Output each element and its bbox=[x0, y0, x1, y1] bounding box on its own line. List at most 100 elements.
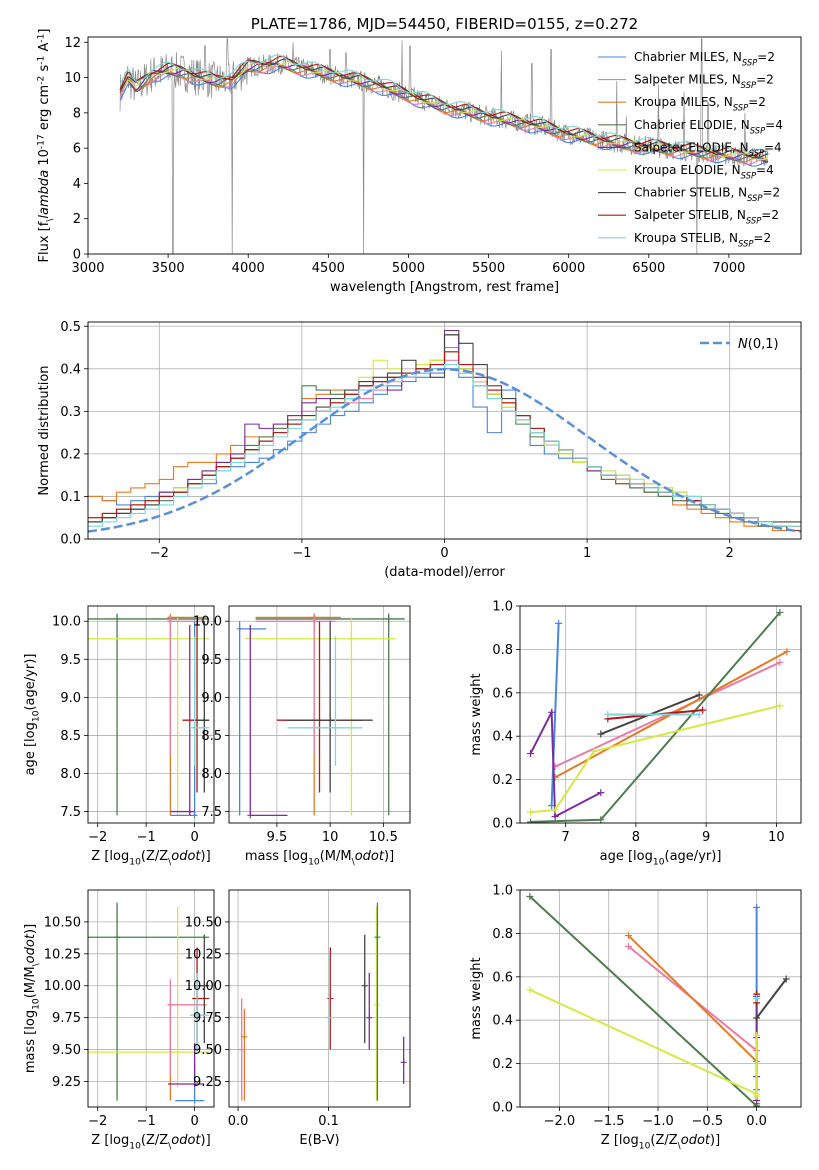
errorbar-2 bbox=[327, 947, 334, 1050]
y-tick-label: 0.1 bbox=[60, 490, 81, 505]
errorbar-1 bbox=[88, 906, 210, 1088]
y-tick-label: 0.5 bbox=[60, 320, 81, 335]
series-point bbox=[783, 648, 791, 656]
errorbar-5 bbox=[247, 625, 288, 819]
x-tick-label: 8 bbox=[632, 830, 640, 845]
errorbar-6 bbox=[373, 906, 380, 1101]
errorbar-5 bbox=[167, 1043, 205, 1088]
data-point bbox=[174, 635, 181, 642]
legend-entry: Kroupa ELODIE, NSSP=4 bbox=[634, 163, 774, 181]
y-tick-label: 0.2 bbox=[60, 447, 81, 462]
y-tick-label: 0.2 bbox=[492, 773, 513, 788]
axes-frame bbox=[519, 605, 802, 824]
axes-frame bbox=[228, 889, 411, 1108]
x-tick-label: −2 bbox=[88, 830, 107, 845]
x-tick-label: 10.5 bbox=[369, 830, 398, 845]
errorbar-2 bbox=[255, 613, 341, 816]
y-tick-label: 0 bbox=[73, 248, 81, 263]
series-point bbox=[753, 995, 761, 1002]
y-tick-label: 10.25 bbox=[44, 947, 81, 962]
data-point bbox=[167, 1001, 174, 1008]
series-point bbox=[753, 1092, 761, 1100]
y-tick-label: 7.5 bbox=[60, 805, 81, 820]
errorbar-2 bbox=[167, 613, 207, 816]
series-point bbox=[526, 893, 534, 901]
x-tick-label: 3500 bbox=[152, 261, 185, 276]
x-tick-label: 0.0 bbox=[746, 1114, 767, 1129]
errorbar-7 bbox=[194, 621, 210, 793]
y-tick-label: 0.4 bbox=[492, 1014, 513, 1029]
errorbar-0 bbox=[88, 902, 210, 1101]
series-point bbox=[699, 706, 707, 714]
errorbar-4 bbox=[361, 934, 368, 1044]
y-tick-label: 0.0 bbox=[492, 1101, 513, 1116]
y-tick-label: 8.5 bbox=[201, 729, 222, 744]
series-point bbox=[624, 942, 632, 950]
data-point bbox=[241, 1033, 248, 1040]
data-point bbox=[114, 615, 121, 622]
plot-area bbox=[238, 902, 407, 1101]
model-spectrum-8 bbox=[119, 54, 769, 155]
data-point bbox=[385, 615, 392, 622]
series-point bbox=[526, 986, 534, 994]
data-point bbox=[167, 618, 174, 625]
x-tick-label: 4000 bbox=[232, 261, 265, 276]
x-tick-label: 2 bbox=[726, 546, 734, 561]
panel-weight_vs_Z: −2.0 −1.5 −1.0 −0.5 0.0 0.0 0.2 0.4 0.6 0.8 1.0 Z [… bbox=[469, 884, 802, 1152]
axes-frame bbox=[87, 605, 215, 824]
x-tick-label: −2 bbox=[88, 1114, 107, 1129]
y-axis-label: mass [log10(M/M\odot)] bbox=[23, 924, 42, 1073]
y-tick-label: 0.6 bbox=[492, 970, 513, 985]
data-point bbox=[186, 808, 193, 815]
errorbar-1 bbox=[244, 617, 397, 816]
errorbar-1 bbox=[241, 1008, 248, 1101]
x-tick-label: −0.5 bbox=[692, 1114, 724, 1129]
series-point bbox=[624, 932, 632, 940]
legend: N(0,1) bbox=[700, 337, 779, 352]
y-axis-label: Flux [f\lambda 10-17 erg cm-2 s-1 A-1] bbox=[37, 28, 56, 262]
y-tick-label: 10.00 bbox=[44, 979, 81, 994]
y-tick-label: 9.50 bbox=[193, 1043, 222, 1058]
y-tick-label: 10.0 bbox=[193, 615, 222, 630]
legend-entry: Chabrier MILES, NSSP=2 bbox=[634, 50, 775, 68]
series-point bbox=[695, 691, 703, 699]
axes-frame bbox=[87, 36, 802, 255]
x-tick-label: −2 bbox=[150, 546, 169, 561]
errorbar-7 bbox=[374, 902, 381, 1101]
y-tick-label: 10.50 bbox=[44, 915, 81, 930]
x-axis-label: E(B-V) bbox=[299, 1133, 339, 1148]
series-point bbox=[551, 806, 559, 814]
plot-area bbox=[88, 613, 210, 819]
y-tick-label: 9.75 bbox=[52, 1011, 81, 1026]
legend-entry: Chabrier STELIB, NSSP=2 bbox=[634, 186, 780, 204]
y-axis-label: Normed distribution bbox=[37, 365, 52, 495]
y-tick-label: 10.25 bbox=[185, 947, 222, 962]
data-point bbox=[348, 635, 355, 642]
legend-entry: Salpeter ELODIE, NSSP=4 bbox=[634, 140, 782, 158]
series-point bbox=[548, 708, 556, 716]
y-tick-label: 9.50 bbox=[52, 1043, 81, 1058]
errorbar-3 bbox=[167, 617, 205, 755]
panel-weight_vs_age: 7 8 9 10 0.0 0.2 0.4 0.6 0.8 1.0 age [log10(age/yr… bbox=[469, 600, 802, 868]
panel-residuals: −2 −1 0 1 2 0.0 0.1 0.2 0.3 0.4 0.5 (data-model)/er… bbox=[37, 320, 802, 580]
legend-entry: Kroupa STELIB, NSSP=2 bbox=[634, 231, 771, 249]
y-tick-label: 8.5 bbox=[60, 729, 81, 744]
data-point bbox=[191, 1081, 198, 1088]
errorbar-0 bbox=[238, 998, 245, 1101]
y-axis-label: age [log10(age/yr)] bbox=[23, 654, 42, 776]
series-point bbox=[527, 808, 535, 816]
x-tick-label: −1 bbox=[137, 830, 156, 845]
errorbar-0 bbox=[88, 613, 210, 816]
errorbar-4 bbox=[236, 621, 267, 816]
series-line-5 bbox=[530, 704, 781, 814]
x-tick-label: 10 bbox=[768, 830, 785, 845]
x-tick-label: 6500 bbox=[632, 261, 665, 276]
series-point bbox=[753, 1014, 761, 1022]
data-point bbox=[174, 1049, 181, 1056]
data-point bbox=[191, 1097, 198, 1104]
y-tick-label: 10.50 bbox=[185, 915, 222, 930]
data-point bbox=[327, 717, 334, 724]
errorbar-8 bbox=[400, 1036, 407, 1085]
y-axis-label: mass weight bbox=[469, 673, 484, 755]
